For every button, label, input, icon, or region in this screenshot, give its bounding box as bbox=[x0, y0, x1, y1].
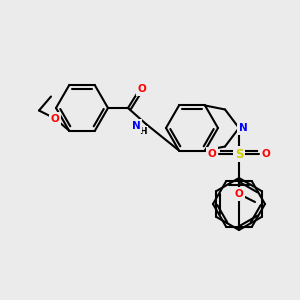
Text: N: N bbox=[238, 123, 247, 133]
Text: N: N bbox=[132, 121, 140, 131]
Text: S: S bbox=[235, 148, 243, 160]
Text: O: O bbox=[208, 149, 216, 159]
Text: O: O bbox=[235, 189, 243, 199]
Text: O: O bbox=[138, 84, 146, 94]
Text: H: H bbox=[139, 128, 147, 136]
Text: O: O bbox=[262, 149, 270, 159]
Text: O: O bbox=[51, 113, 59, 124]
